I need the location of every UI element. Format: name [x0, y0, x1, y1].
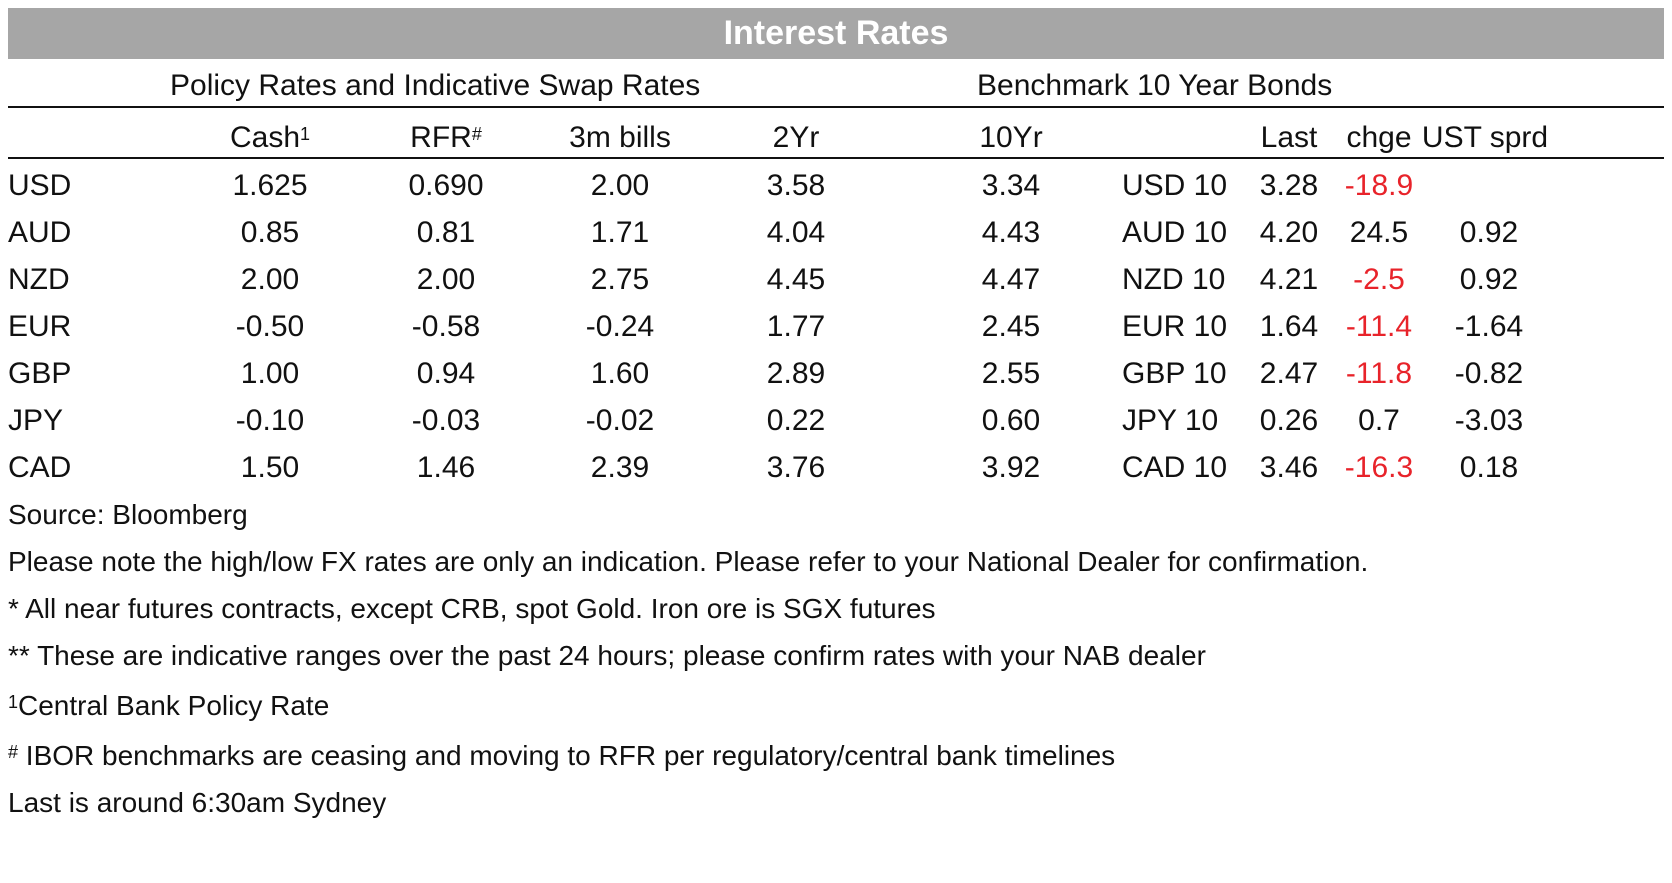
header-2yr: 2Yr	[772, 121, 820, 154]
cell-cash: 1.50	[240, 451, 300, 484]
cell-last: 3.46	[1259, 451, 1319, 484]
cell-cash: -0.50	[235, 310, 305, 343]
note-futures: * All near futures contracts, except CRB…	[8, 593, 936, 624]
cell-two-yr: 4.04	[766, 216, 826, 249]
header-rfr: RFR#	[410, 121, 482, 154]
cell-cash: 1.625	[232, 169, 308, 202]
note-ranges: ** These are indicative ranges over the …	[8, 640, 1206, 671]
cell-bond: CAD 10	[1122, 451, 1228, 484]
cell-bond: JPY 10	[1122, 404, 1219, 437]
title-banner: Interest Rates	[8, 8, 1664, 59]
cell-ccy: CAD	[8, 451, 72, 484]
cell-ust: -3.03	[1454, 404, 1524, 437]
cell-bills: 1.60	[590, 357, 650, 390]
cell-bond: EUR 10	[1122, 310, 1228, 343]
cell-chge: -18.9	[1344, 169, 1414, 202]
cell-bills: -0.02	[585, 404, 655, 437]
cell-ust: 0.18	[1459, 451, 1519, 484]
note-fx: Please note the high/low FX rates are on…	[8, 546, 1369, 577]
cell-last: 3.28	[1259, 169, 1319, 202]
cell-two-yr: 3.76	[766, 451, 826, 484]
cell-ccy: JPY	[8, 404, 64, 437]
cell-rfr: 0.94	[416, 357, 476, 390]
cell-cash: 1.00	[240, 357, 300, 390]
cell-ust: -1.64	[1454, 310, 1524, 343]
cell-cash: 2.00	[240, 263, 300, 296]
cell-last: 1.64	[1259, 310, 1319, 343]
cell-last: 4.21	[1259, 263, 1319, 296]
cell-rfr: 1.46	[416, 451, 476, 484]
header-ust-sprd: UST sprd	[1421, 121, 1549, 154]
cell-bills: 2.75	[590, 263, 650, 296]
cell-bills: -0.24	[585, 310, 655, 343]
cell-ten-yr: 4.43	[981, 216, 1041, 249]
cell-ten-yr: 2.45	[981, 310, 1041, 343]
cell-rfr: -0.03	[411, 404, 481, 437]
cell-chge: -11.8	[1345, 357, 1413, 390]
header-cash: Cash1	[229, 121, 311, 154]
cell-rfr: -0.58	[411, 310, 481, 343]
cell-chge: -16.3	[1344, 451, 1414, 484]
cell-cash: -0.10	[235, 404, 305, 437]
cell-chge: 0.7	[1358, 404, 1400, 437]
cell-cash: 0.85	[240, 216, 300, 249]
cell-ccy: EUR	[8, 310, 72, 343]
cell-ccy: NZD	[8, 263, 70, 296]
note-central-bank: 1Central Bank Policy Rate	[8, 690, 330, 721]
section-right-title: Benchmark 10 Year Bonds	[977, 69, 1333, 102]
cell-last: 0.26	[1259, 404, 1319, 437]
note-ibor: # IBOR benchmarks are ceasing and moving…	[8, 740, 1116, 771]
header-chge: chge	[1346, 121, 1412, 154]
header-3m-bills: 3m bills	[569, 121, 671, 154]
section-left-title: Policy Rates and Indicative Swap Rates	[170, 69, 701, 102]
cell-bond: USD 10	[1122, 169, 1228, 202]
cell-chge: 24.5	[1349, 216, 1409, 249]
cell-bond: GBP 10	[1122, 357, 1227, 390]
cell-ten-yr: 3.34	[981, 169, 1041, 202]
header-last: Last	[1260, 121, 1318, 154]
header-10yr: 10Yr	[979, 121, 1043, 154]
cell-two-yr: 4.45	[766, 263, 826, 296]
cell-ccy: AUD	[8, 216, 72, 249]
cell-ust: 0.92	[1459, 263, 1519, 296]
cell-chge: -11.4	[1345, 310, 1413, 343]
cell-ten-yr: 0.60	[981, 404, 1041, 437]
cell-ust: -0.82	[1454, 357, 1524, 390]
cell-ten-yr: 3.92	[981, 451, 1041, 484]
cell-bond: NZD 10	[1122, 263, 1226, 296]
cell-ten-yr: 4.47	[981, 263, 1041, 296]
cell-bills: 1.71	[590, 216, 650, 249]
cell-rfr: 0.81	[416, 216, 476, 249]
note-source: Source: Bloomberg	[8, 499, 248, 530]
cell-chge: -2.5	[1353, 263, 1405, 296]
cell-last: 2.47	[1259, 357, 1319, 390]
cell-last: 4.20	[1259, 216, 1319, 249]
cell-rfr: 2.00	[416, 263, 476, 296]
note-last-time: Last is around 6:30am Sydney	[8, 787, 387, 818]
divider-header	[8, 157, 1664, 159]
cell-two-yr: 0.22	[766, 404, 826, 437]
cell-two-yr: 1.77	[766, 310, 826, 343]
cell-rfr: 0.690	[408, 169, 484, 202]
cell-ccy: GBP	[8, 357, 72, 390]
cell-ccy: USD	[8, 169, 72, 202]
cell-bond: AUD 10	[1122, 216, 1228, 249]
cell-ust: 0.92	[1459, 216, 1519, 249]
cell-two-yr: 3.58	[766, 169, 826, 202]
cell-ten-yr: 2.55	[981, 357, 1041, 390]
cell-bills: 2.00	[590, 169, 650, 202]
cell-bills: 2.39	[590, 451, 650, 484]
cell-two-yr: 2.89	[766, 357, 826, 390]
divider-top	[8, 106, 1664, 108]
